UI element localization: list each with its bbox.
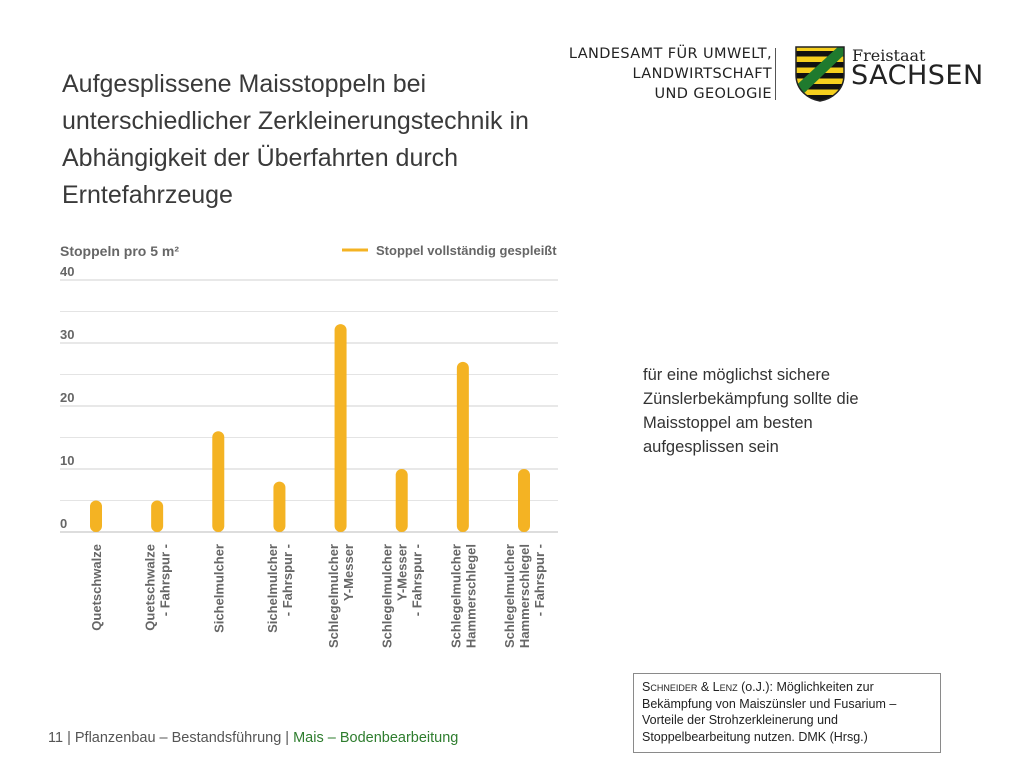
citation-ampersand: &: [697, 680, 713, 694]
bar: [273, 481, 286, 532]
saxony-coat-of-arms-icon: [795, 46, 845, 102]
bar: [518, 469, 530, 532]
footer-section: | Pflanzenbau – Bestandsführung |: [63, 730, 294, 746]
title-line: Abhängigkeit der Überfahrten durch: [62, 144, 459, 172]
y-tick-label: 30: [60, 327, 74, 342]
x-tick-label: Hammerschlegel: [517, 544, 532, 648]
logo-divider: [775, 48, 776, 100]
x-tick-label: Schlegelmulcher: [448, 544, 463, 648]
x-tick-label: Schlegelmulcher: [326, 544, 341, 648]
title-line: Aufgesplissene Maisstoppeln bei: [62, 70, 427, 98]
state-label-small: Freistaat: [852, 46, 926, 65]
x-tick-label: - Fahrspur -: [410, 544, 425, 616]
y-tick-label: 20: [60, 390, 74, 405]
legend-label: Stoppel vollständig gespleißt: [376, 243, 557, 258]
x-tick-label: Quetschwalze: [143, 544, 158, 631]
footer: 11 | Pflanzenbau – Bestandsführung | Mai…: [48, 730, 458, 746]
bar: [212, 431, 225, 532]
y-tick-label: 40: [60, 264, 74, 279]
x-tick-label: Schlegelmulcher: [502, 544, 517, 648]
x-tick-label: - Fahrspur -: [158, 544, 173, 616]
footer-topic: Mais – Bodenbearbeitung: [293, 730, 459, 746]
y-tick-label: 0: [60, 516, 67, 531]
x-tick-label: Y-Messer: [395, 544, 410, 601]
bar-chart: Stoppeln pro 5 m² Stoppel vollständig ges…: [60, 243, 558, 648]
x-tick-label: Hammerschlegel: [463, 544, 478, 648]
citation-author: Lenz: [712, 680, 738, 694]
title-line: Erntefahrzeuge: [62, 181, 233, 209]
y-axis-label: Stoppeln pro 5 m²: [60, 243, 179, 259]
x-tick-label: Quetschwalze: [89, 544, 104, 631]
x-tick-label: Schlegelmulcher: [380, 544, 395, 648]
x-tick-label: - Fahrspur -: [532, 544, 547, 616]
org-name-line: UND GEOLOGIE: [654, 86, 772, 102]
org-name-line: LANDWIRTSCHAFT: [632, 66, 772, 82]
side-note: für eine möglichst sichere Zünslerbekämp…: [643, 366, 859, 456]
x-tick-label: Sichelmulcher: [211, 544, 226, 633]
bar: [456, 361, 469, 532]
bar: [151, 500, 164, 532]
slide-title: Aufgesplissene Maisstoppeln bei untersch…: [62, 66, 622, 214]
citation-author: Schneider: [642, 680, 698, 694]
citation-box: Schneider & Lenz (o.J.): Möglichkeiten z…: [633, 673, 941, 753]
citation-text: (o.J.): Möglichkeiten zur Bekämpfung von…: [642, 680, 897, 744]
title-line: unterschiedlicher Zerkleinerungstechnik …: [62, 107, 529, 135]
x-tick-label: - Fahrspur -: [280, 544, 295, 616]
x-tick-label: Sichelmulcher: [265, 544, 280, 633]
x-tick-label: Y-Messer: [341, 544, 356, 601]
bar: [395, 469, 408, 532]
bar: [334, 324, 347, 532]
state-label-large: SACHSEN: [851, 60, 984, 91]
page-number: 11: [48, 730, 64, 746]
bar: [90, 500, 102, 532]
organization-name: LANDESAMT FÜR UMWELT, LANDWIRTSCHAFT UND…: [569, 44, 772, 104]
y-tick-label: 10: [60, 453, 74, 468]
org-name-line: LANDESAMT FÜR UMWELT,: [568, 46, 772, 62]
